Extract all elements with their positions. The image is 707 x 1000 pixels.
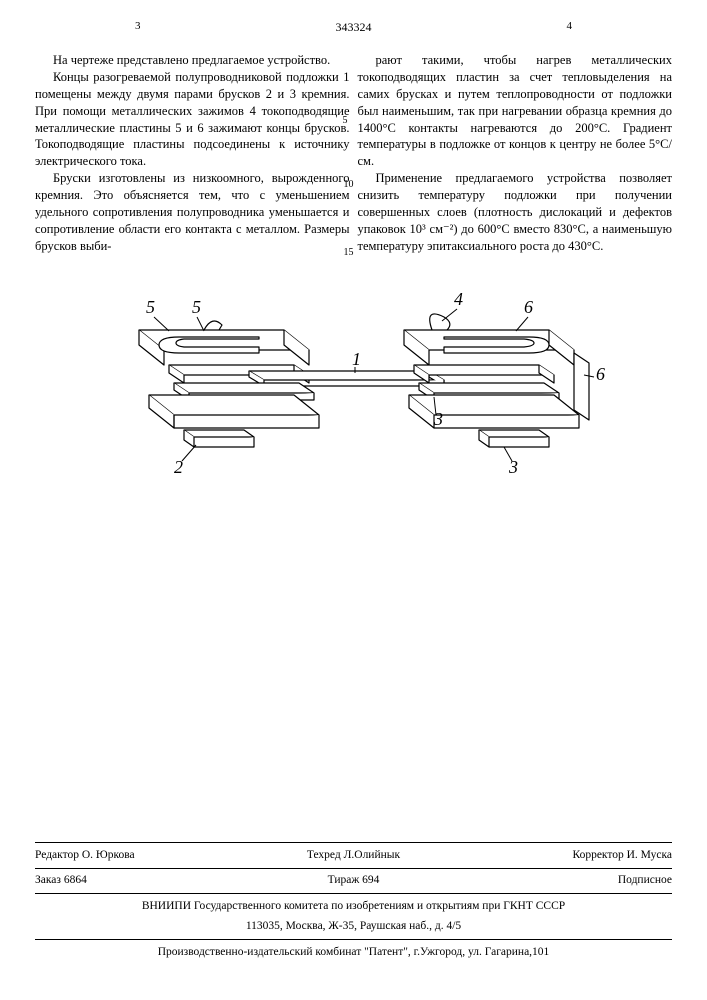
- figure-label-3: 3: [508, 457, 518, 477]
- figure-label-2: 2: [174, 457, 183, 477]
- figure-label-4: 4: [454, 289, 463, 309]
- figure-label-6: 6: [596, 364, 605, 384]
- editor-label: Редактор: [35, 849, 79, 861]
- page: 3 343324 4 На чертеже представлено предл…: [0, 0, 707, 1000]
- figure-label-6: 6: [524, 297, 533, 317]
- order-label: Заказ: [35, 874, 61, 886]
- tirage-value: 694: [362, 874, 379, 886]
- editor-cell: Редактор О. Юркова: [35, 847, 247, 864]
- column-number-right: 4: [567, 20, 573, 32]
- paragraph: Бруски изготовлены из низкоомного, вырож…: [35, 170, 350, 254]
- editor-name: О. Юркова: [82, 849, 135, 861]
- text-body: На чертеже представлено предлага­емое ус…: [35, 52, 672, 255]
- org-address: 113035, Москва, Ж-35, Раушская наб., д. …: [246, 918, 461, 935]
- tech-cell: Техред Л.Олийнык: [247, 847, 459, 864]
- document-number: 343324: [336, 20, 372, 35]
- paragraph: Концы разогреваемой полупроводни­ковой п…: [35, 69, 350, 170]
- right-column: рают такими, чтобы нагрев металличе­ских…: [358, 52, 673, 255]
- footer-credits: Редактор О. Юркова Техред Л.Олийнык Корр…: [35, 846, 672, 865]
- footer: Редактор О. Юркова Техред Л.Олийнык Корр…: [35, 839, 672, 962]
- column-number-left: 3: [135, 20, 141, 32]
- order-cell: Заказ 6864: [35, 872, 247, 889]
- subscription-label: Подписное: [618, 874, 672, 886]
- corrector-label: Корректор: [572, 849, 623, 861]
- footer-org: ВНИИПИ Государственного комитета по изоб…: [35, 897, 672, 916]
- tech-label: Техред: [307, 849, 341, 861]
- footer-address: 113035, Москва, Ж-35, Раушская наб., д. …: [35, 917, 672, 936]
- figure-label-5: 5: [146, 297, 155, 317]
- paragraph: Применение предлагаемого устройст­ва поз…: [358, 170, 673, 254]
- line-number: 15: [344, 246, 354, 260]
- line-number: 10: [344, 178, 354, 192]
- device-diagram: 5 5 4 6 6 1 2 3: [84, 275, 624, 525]
- tech-name: Л.Олийнык: [344, 849, 401, 861]
- tirage-label: Тираж: [328, 874, 360, 886]
- figure-label-1: 1: [352, 349, 361, 369]
- line-number: 5: [343, 114, 348, 128]
- left-column: На чертеже представлено предлага­емое ус…: [35, 52, 350, 255]
- publisher: Производственно-издательский комбинат "П…: [158, 944, 550, 961]
- divider: [35, 893, 672, 894]
- divider: [35, 842, 672, 843]
- figure-label-5: 5: [192, 297, 201, 317]
- subscription-cell: Подписное: [460, 872, 672, 889]
- order-value: 6864: [64, 874, 87, 886]
- figure: 5 5 4 6 6 1 2 3: [35, 275, 672, 529]
- footer-order: Заказ 6864 Тираж 694 Подписное: [35, 868, 672, 890]
- org-name: ВНИИПИ Государственного комитета по изоб…: [142, 898, 565, 915]
- figure-label-3: 3: [433, 409, 443, 429]
- paragraph: рают такими, чтобы нагрев металличе­ских…: [358, 52, 673, 170]
- paragraph: На чертеже представлено предлага­емое ус…: [35, 52, 350, 69]
- corrector-name: И. Муска: [627, 849, 672, 861]
- page-header: 3 343324 4: [35, 20, 672, 42]
- tirage-cell: Тираж 694: [247, 872, 459, 889]
- corrector-cell: Корректор И. Муска: [460, 847, 672, 864]
- divider: [35, 939, 672, 940]
- footer-publisher: Производственно-издательский комбинат "П…: [35, 943, 672, 962]
